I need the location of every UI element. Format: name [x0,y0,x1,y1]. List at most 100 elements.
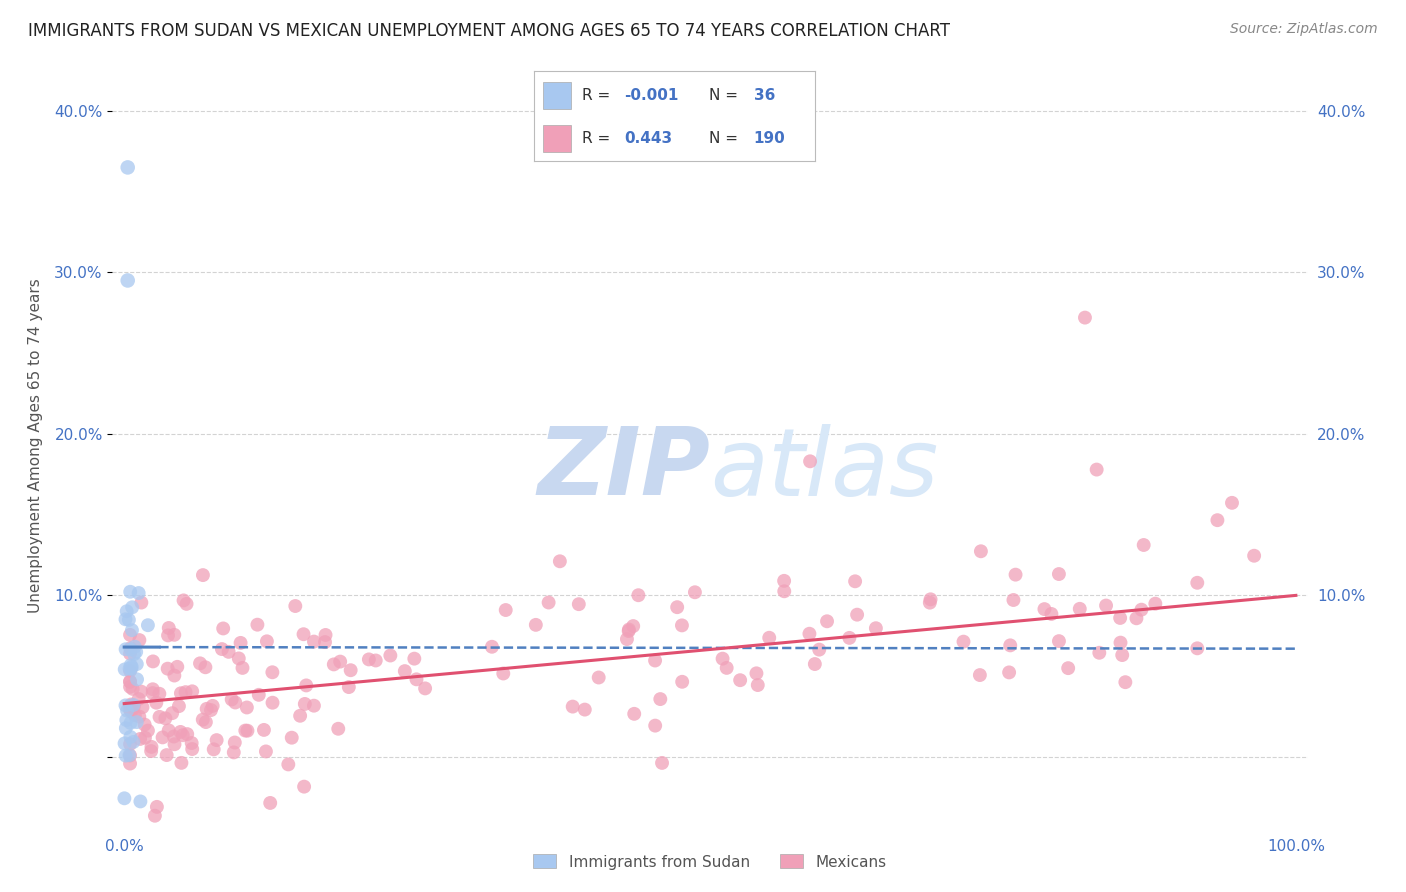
Point [224,735,246,749]
Point [236,700,259,714]
Point [524,618,547,632]
Point [1088,646,1111,660]
Point [537,595,560,609]
Point [329,655,352,669]
Point [120,674,141,689]
Point [156,748,179,763]
Point [574,703,596,717]
Point [181,684,204,698]
Point [548,554,571,568]
Point [745,666,768,681]
Point [114,748,136,763]
Point [118,613,141,627]
Point [120,756,141,771]
Point [163,668,186,682]
Point [142,686,165,700]
Point [666,600,689,615]
Point [1000,639,1022,653]
Point [148,710,170,724]
Point [120,737,141,751]
Point [122,699,145,714]
Point [124,640,146,654]
Point [120,584,142,599]
Point [120,705,142,719]
Point [142,654,165,668]
Point [114,736,136,750]
Point [364,653,387,667]
Point [114,698,136,713]
Point [120,730,142,744]
Point [114,612,136,626]
Point [621,619,644,633]
Point [651,756,673,770]
Point [1125,611,1147,625]
Point [292,780,315,794]
Point [120,748,141,763]
Point [129,684,152,698]
Point [125,657,148,672]
Point [1109,635,1132,649]
Point [259,796,281,810]
Point [201,698,224,713]
Point [277,757,299,772]
Point [1040,607,1063,621]
Point [205,733,228,747]
Point [920,592,942,607]
Point [969,668,991,682]
Point [284,599,307,613]
Point [302,634,325,648]
Point [122,647,145,661]
Point [122,735,145,749]
Point [117,161,139,175]
Point [1114,675,1136,690]
Text: -0.001: -0.001 [624,88,679,103]
Point [394,664,416,678]
Legend: Immigrants from Sudan, Mexicans: Immigrants from Sudan, Mexicans [527,848,893,876]
Point [169,725,191,739]
Point [623,706,645,721]
Point [804,657,827,671]
Point [815,615,838,629]
Point [747,678,769,692]
Point [115,713,138,727]
Point [228,651,250,665]
Point [141,739,163,754]
Point [683,585,706,599]
Point [121,600,143,615]
Point [808,642,831,657]
Point [1130,602,1153,616]
Point [125,645,148,659]
Text: atlas: atlas [710,424,938,515]
Point [128,633,150,648]
Point [404,651,426,665]
Point [114,642,136,657]
Point [118,662,141,676]
Point [118,748,141,763]
Point [125,673,148,687]
Point [191,568,214,582]
Point [141,744,163,758]
Point [294,697,316,711]
Point [120,703,141,717]
Point [136,723,159,738]
Point [711,651,734,665]
Point [134,717,156,731]
Point [212,622,235,636]
Point [998,665,1021,680]
Point [405,673,427,687]
Point [120,680,141,694]
Point [115,721,138,735]
Point [799,454,821,468]
Point [120,662,142,676]
Point [254,744,277,758]
Point [120,664,141,678]
Point [231,661,253,675]
Point [121,681,143,696]
Point [233,723,256,738]
Point [314,635,336,649]
Point [716,661,738,675]
Point [166,660,188,674]
Point [128,586,150,600]
Point [224,696,246,710]
Point [846,607,869,622]
